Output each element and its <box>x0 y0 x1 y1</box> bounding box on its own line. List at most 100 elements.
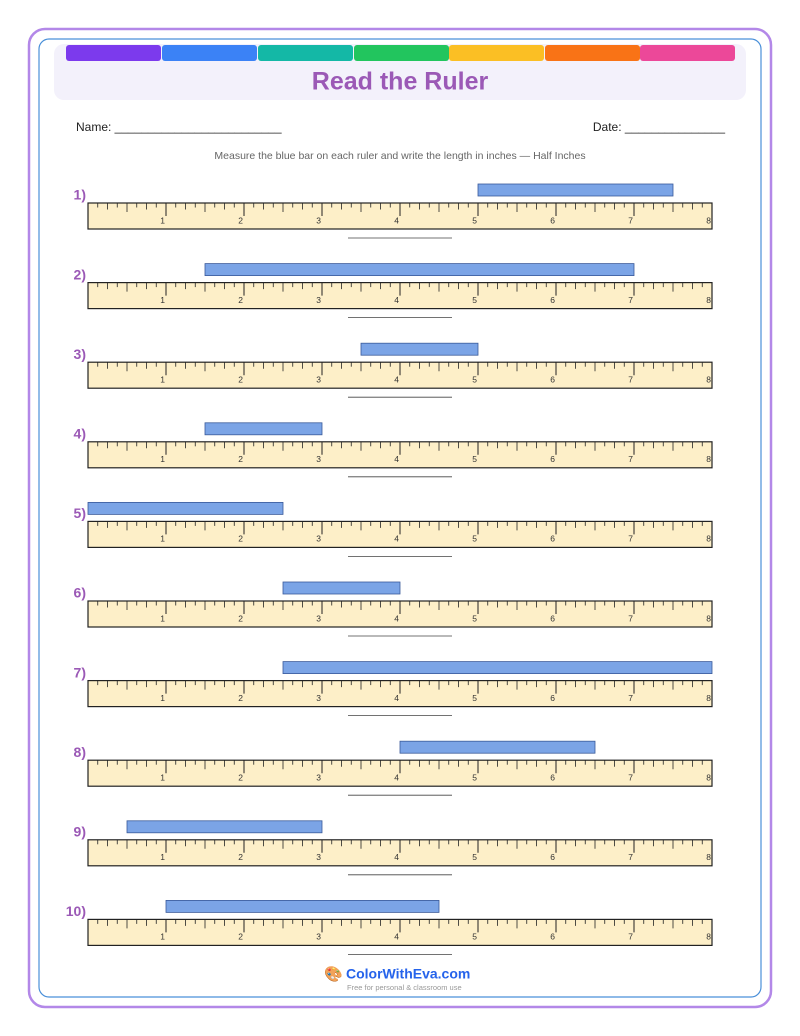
measure-bar <box>87 501 284 515</box>
ruler-label: 1 <box>160 932 165 942</box>
ruler-label: 7 <box>628 852 633 862</box>
footer-brand: ColorWithEva.com <box>346 966 470 982</box>
ruler-label: 7 <box>628 613 633 623</box>
measure-bar <box>282 661 713 674</box>
measure-bar <box>282 581 401 595</box>
ruler-label: 6 <box>550 454 555 464</box>
ruler-label: 6 <box>550 693 555 703</box>
ruler-label: 5 <box>472 374 477 384</box>
title: Read the Ruler <box>312 68 489 96</box>
ruler-label: 3 <box>316 693 321 703</box>
ruler-label: 8 <box>706 295 711 305</box>
ruler-label: 5 <box>472 613 477 623</box>
measure-bar <box>399 740 596 754</box>
problem-number: 7) <box>74 664 86 680</box>
ruler-label: 1 <box>160 534 165 544</box>
problem-number: 1) <box>74 187 86 203</box>
ruler-label: 2 <box>238 852 243 862</box>
problem-number: 8) <box>74 744 86 760</box>
measure-bar <box>204 422 323 436</box>
inner-border <box>38 38 762 998</box>
ruler-label: 1 <box>160 374 165 384</box>
ruler-label: 3 <box>316 215 321 225</box>
ruler-label: 1 <box>160 693 165 703</box>
ruler-label: 1 <box>160 295 165 305</box>
ruler-label: 6 <box>550 772 555 782</box>
ruler-label: 5 <box>472 772 477 782</box>
ruler-label: 7 <box>628 295 633 305</box>
ruler-label: 1 <box>160 772 165 782</box>
name-field: Name: _________________________ <box>76 120 282 134</box>
instructions: Measure the blue bar on each ruler and w… <box>214 150 585 162</box>
ruler-label: 2 <box>238 932 243 942</box>
ruler-label: 3 <box>316 852 321 862</box>
ruler-label: 4 <box>394 693 399 703</box>
ruler-label: 6 <box>550 215 555 225</box>
measure-bar <box>204 263 635 277</box>
ruler-label: 7 <box>628 693 633 703</box>
ruler-label: 2 <box>238 215 243 225</box>
measure-bar <box>477 183 674 197</box>
ruler-label: 6 <box>550 374 555 384</box>
ruler-label: 6 <box>550 932 555 942</box>
ruler-label: 7 <box>628 772 633 782</box>
ruler-label: 2 <box>238 295 243 305</box>
ruler-label: 5 <box>472 454 477 464</box>
ruler-label: 8 <box>706 374 711 384</box>
ruler-label: 2 <box>238 374 243 384</box>
ruler-label: 6 <box>550 852 555 862</box>
ruler-label: 3 <box>316 932 321 942</box>
ruler-label: 3 <box>316 534 321 544</box>
color-strip <box>66 45 735 61</box>
ruler-label: 6 <box>550 613 555 623</box>
ruler-label: 3 <box>316 295 321 305</box>
ruler-label: 2 <box>238 613 243 623</box>
ruler-label: 3 <box>316 772 321 782</box>
ruler-label: 6 <box>550 295 555 305</box>
ruler-label: 2 <box>238 772 243 782</box>
ruler-label: 7 <box>628 534 633 544</box>
problem-number: 5) <box>74 505 86 521</box>
ruler-label: 8 <box>706 852 711 862</box>
ruler-label: 5 <box>472 534 477 544</box>
ruler-label: 4 <box>394 613 399 623</box>
logo-icon: 🎨 <box>324 964 343 983</box>
date-field: Date: _______________ <box>593 120 725 134</box>
ruler-label: 4 <box>394 215 399 225</box>
ruler-label: 3 <box>316 374 321 384</box>
ruler-label: 1 <box>160 613 165 623</box>
footer-tagline: Free for personal & classroom use <box>347 983 462 992</box>
ruler-label: 3 <box>316 454 321 464</box>
ruler-label: 7 <box>628 932 633 942</box>
ruler-label: 8 <box>706 613 711 623</box>
ruler-label: 8 <box>706 772 711 782</box>
ruler-label: 8 <box>706 215 711 225</box>
ruler-label: 5 <box>472 295 477 305</box>
ruler-label: 2 <box>238 693 243 703</box>
ruler-label: 4 <box>394 534 399 544</box>
ruler-label: 8 <box>706 693 711 703</box>
ruler-label: 3 <box>316 613 321 623</box>
ruler-label: 1 <box>160 215 165 225</box>
problem-number: 3) <box>74 346 86 362</box>
problem-number: 2) <box>74 266 86 282</box>
ruler-label: 4 <box>394 932 399 942</box>
problem-number: 6) <box>74 585 86 601</box>
ruler-label: 4 <box>394 852 399 862</box>
measure-bar <box>360 342 479 356</box>
problem-number: 10) <box>66 903 86 919</box>
measure-bar <box>126 820 323 834</box>
ruler-label: 7 <box>628 215 633 225</box>
ruler-label: 5 <box>472 932 477 942</box>
ruler-label: 1 <box>160 454 165 464</box>
problem-number: 4) <box>74 426 86 442</box>
ruler-label: 4 <box>394 454 399 464</box>
ruler-label: 5 <box>472 693 477 703</box>
ruler-label: 4 <box>394 295 399 305</box>
ruler-label: 8 <box>706 534 711 544</box>
problems: 1) 1 2 3 4 5 6 7 8 2) 1 2 3 4 5 6 7 8 3) 1 2 3 4 5 6 7 8 4) 1 2 3 4 5 6 7 8… <box>66 183 713 955</box>
ruler-label: 7 <box>628 454 633 464</box>
ruler-label: 2 <box>238 534 243 544</box>
ruler-label: 7 <box>628 374 633 384</box>
